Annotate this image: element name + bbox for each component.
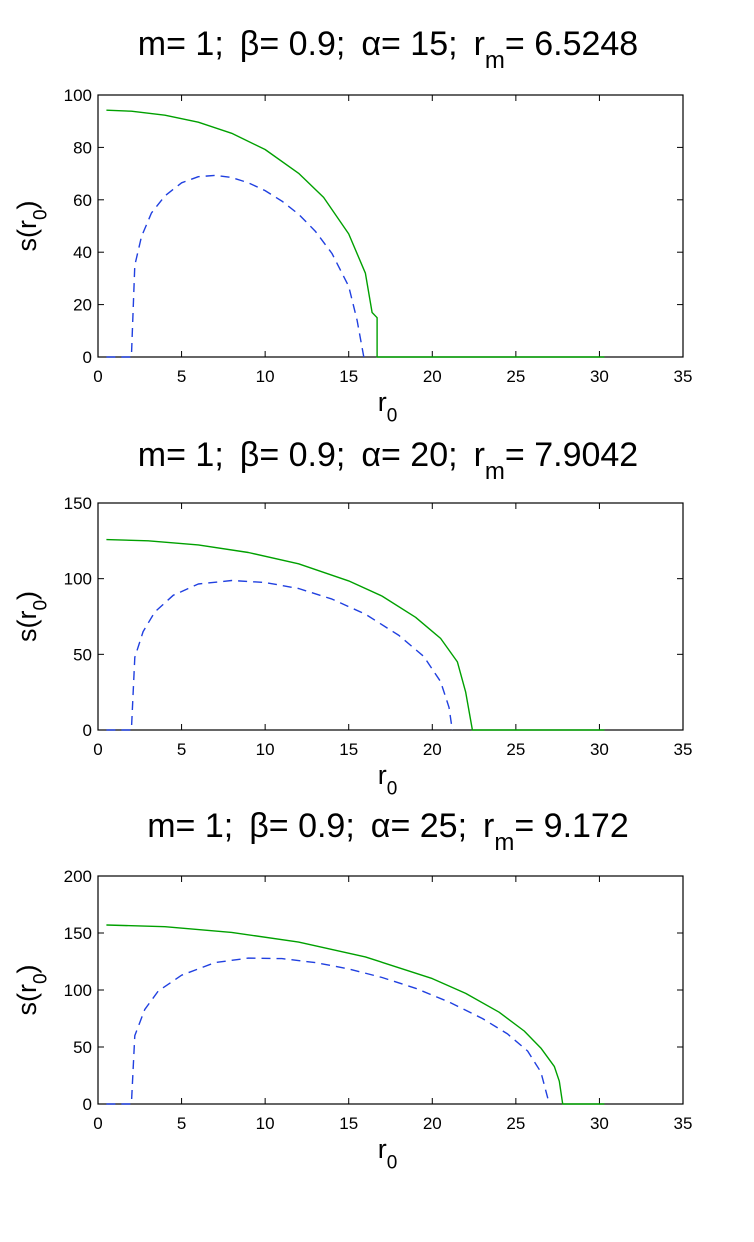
y-tick-label: 100	[64, 86, 92, 105]
x-axis-label-2: r0	[378, 760, 398, 799]
y-axis-label-3: s(r0)	[12, 964, 51, 1015]
x-tick-label: 10	[256, 740, 275, 759]
x-tick-label: 10	[256, 367, 275, 386]
x-tick-label: 15	[339, 367, 358, 386]
x-tick-label: 5	[177, 367, 186, 386]
x-axis-label-1: r0	[378, 387, 398, 426]
y-tick-label: 60	[73, 191, 92, 210]
x-tick-label: 30	[590, 367, 609, 386]
x-tick-label: 0	[93, 740, 102, 759]
x-tick-label: 20	[423, 740, 442, 759]
x-tick-label: 25	[506, 1114, 525, 1133]
series-line-dashed	[106, 174, 365, 358]
x-tick-label: 0	[93, 367, 102, 386]
chart-title-2: m= 1; β= 0.9; α= 20; rm= 7.9042	[138, 436, 638, 485]
y-tick-label: 150	[64, 494, 92, 513]
plot-frame-2	[97, 502, 684, 731]
x-tick-label: 0	[93, 1114, 102, 1133]
y-axis-label-2: s(r0)	[12, 591, 51, 642]
chart-panel-1: m= 1; β= 0.9; α= 15; rm= 6.5248 0 5 10 15 20 25 3…	[12, 25, 692, 426]
series-line-solid	[106, 109, 605, 358]
x-tick-label: 30	[590, 1114, 609, 1133]
series-line-dashed	[106, 579, 453, 731]
y-axis-label-1: s(r0)	[12, 200, 51, 251]
y-tick-label: 0	[83, 1095, 92, 1114]
chart-title-1: m= 1; β= 0.9; α= 15; rm= 6.5248	[138, 25, 638, 74]
y-tick-label: 100	[64, 981, 92, 1000]
y-tick-label: 50	[73, 645, 92, 664]
chart-title-3: m= 1; β= 0.9; α= 25; rm= 9.172	[147, 807, 629, 856]
y-tick-label: 100	[64, 570, 92, 589]
x-axis-label-3: r0	[378, 1134, 398, 1173]
x-tick-label: 35	[674, 367, 693, 386]
y-tick-label: 0	[83, 721, 92, 740]
x-tick-label: 35	[674, 740, 693, 759]
y-tick-label: 20	[73, 296, 92, 315]
chart-panel-3: m= 1; β= 0.9; α= 25; rm= 9.172 0 5 10 15 20 25 30…	[12, 807, 692, 1173]
x-tick-label: 15	[339, 1114, 358, 1133]
x-tick-label: 35	[674, 1114, 693, 1133]
y-tick-label: 150	[64, 924, 92, 943]
x-tick-label: 10	[256, 1114, 275, 1133]
y-tick-label: 40	[73, 243, 92, 262]
x-tick-label: 5	[177, 1114, 186, 1133]
series-line-solid	[106, 538, 605, 731]
x-tick-label: 20	[423, 1114, 442, 1133]
x-tick-label: 5	[177, 740, 186, 759]
x-tick-label: 30	[590, 740, 609, 759]
series-line-dashed	[106, 957, 550, 1105]
x-tick-label: 15	[339, 740, 358, 759]
y-tick-label: 0	[83, 348, 92, 367]
chart-panel-2: m= 1; β= 0.9; α= 20; rm= 7.9042 0 5 10 15 20 25 3…	[12, 436, 692, 799]
x-tick-label: 25	[506, 740, 525, 759]
y-tick-label: 50	[73, 1038, 92, 1057]
series-line-solid	[106, 924, 605, 1105]
x-tick-label: 25	[506, 367, 525, 386]
y-tick-label: 80	[73, 138, 92, 157]
x-tick-label: 20	[423, 367, 442, 386]
y-tick-label: 200	[64, 867, 92, 886]
